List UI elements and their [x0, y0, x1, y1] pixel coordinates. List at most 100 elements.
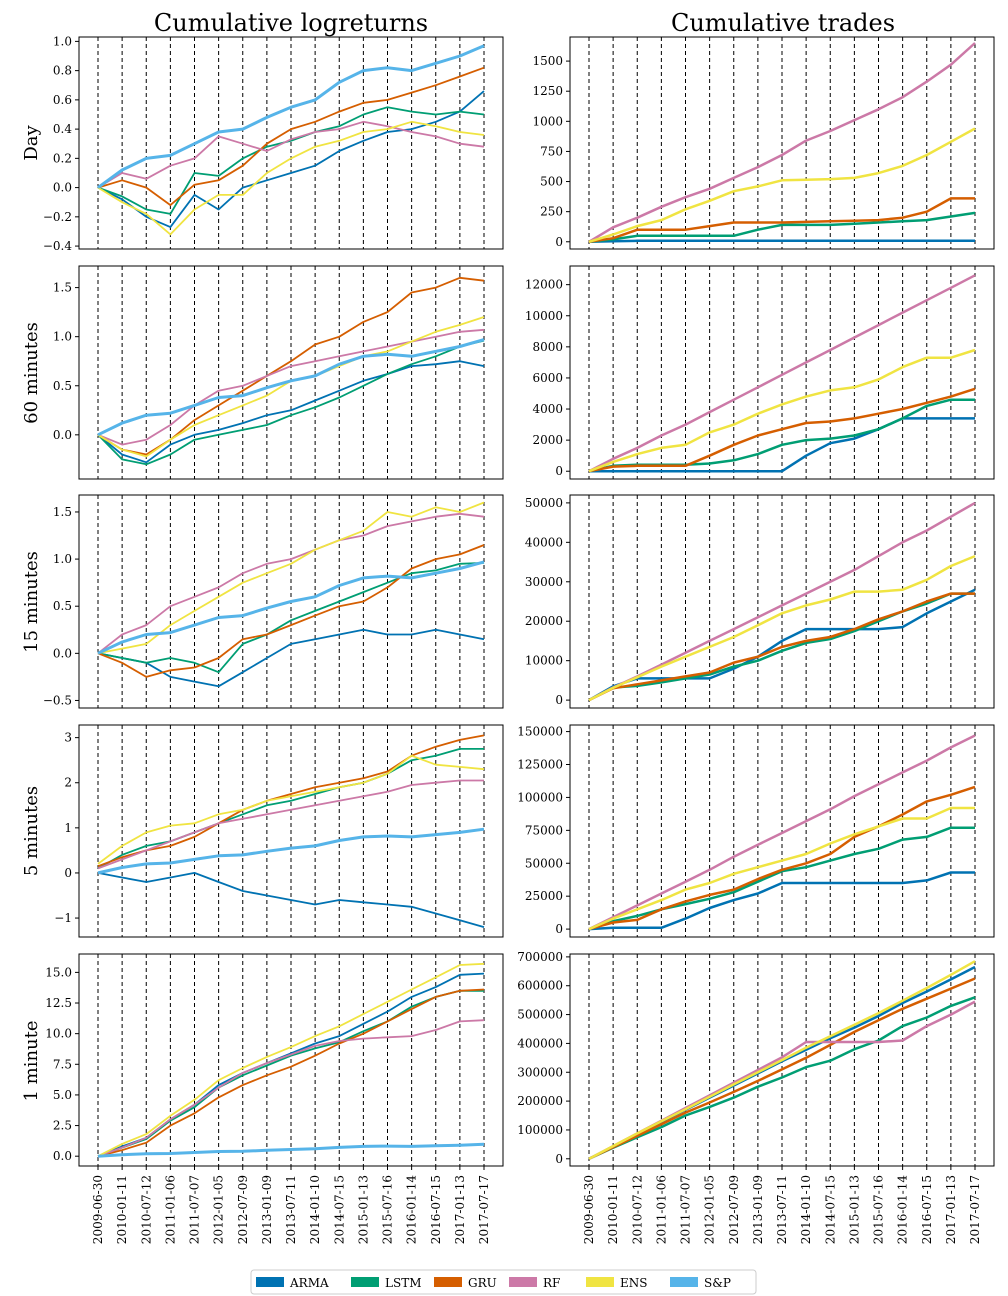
series-rf-line: [97, 779, 484, 870]
xtick-label: 2009-06-30: [91, 1175, 105, 1244]
xtick-label: 2017-07-17: [477, 1175, 491, 1244]
panel-r4-c1: 0 100000 200000 300000 400000 500000 600000 700…: [517, 950, 995, 1244]
ytick-label: 200000: [517, 1094, 563, 1108]
series-rf-line: [588, 734, 976, 931]
xtick-label: 2010-01-11: [606, 1175, 620, 1244]
series-arma-line: [97, 872, 485, 928]
ytick-label: 3: [64, 731, 72, 745]
xtick-label: 2014-07-15: [332, 1175, 346, 1244]
ytick-label: 150000: [517, 725, 563, 739]
ytick-label: 700000: [517, 950, 563, 964]
ytick-label: 8000: [532, 340, 563, 354]
legend-frame: [250, 1269, 757, 1295]
panel-frame: [569, 494, 995, 709]
ytick-label: 300000: [517, 1065, 563, 1079]
ytick-label: 0.4: [53, 122, 72, 136]
xtick-label: 2015-07-16: [872, 1175, 886, 1244]
ytick-label: 1.0: [53, 552, 72, 566]
panel-frame: [569, 265, 995, 480]
legend-label: LSTM: [385, 1276, 421, 1290]
series-gru-line: [97, 734, 485, 868]
ytick-label: 100000: [517, 790, 563, 804]
row-label-60min-text: 60 minutes: [21, 322, 42, 424]
ytick-label: 10000: [525, 654, 563, 668]
series-gru-line: [97, 544, 485, 678]
ytick-label: 400000: [517, 1036, 563, 1050]
xtick-label: 2010-07-12: [139, 1175, 153, 1244]
row-label-15min-text: 15 minutes: [21, 551, 42, 653]
xtick-label: 2014-01-10: [799, 1175, 813, 1244]
xtick-label: 2011-01-06: [654, 1175, 668, 1244]
legend-swatch: [256, 1277, 284, 1287]
series-gru-line: [588, 197, 975, 244]
series-ens-line: [588, 348, 976, 473]
xtick-label: 2015-01-13: [847, 1175, 861, 1244]
ytick-label: 1.0: [53, 34, 72, 48]
series-rf-line: [588, 501, 976, 702]
panel-r1-c0: 0.0 0.5 1.0 1.5: [53, 265, 504, 480]
panel-frame: [569, 724, 995, 938]
series-sp-line: [97, 827, 485, 875]
xtick-label: 2012-01-05: [703, 1175, 717, 1244]
series-lstm-line: [588, 996, 976, 1160]
legend: ARMA LSTM GRU RF ENS S&P: [250, 1269, 757, 1295]
ytick-label: 125000: [517, 758, 563, 772]
legend-label: ARMA: [289, 1276, 329, 1290]
ytick-label: 7.5: [53, 1057, 72, 1071]
panel-frame: [569, 36, 995, 250]
legend-label: GRU: [468, 1276, 497, 1290]
xtick-label: 2013-01-09: [260, 1175, 274, 1244]
ytick-label: 1250: [532, 84, 563, 98]
xtick-label: 2016-07-15: [429, 1175, 443, 1244]
ytick-label: 50000: [525, 496, 563, 510]
legend-swatch: [670, 1277, 698, 1287]
xtick-label: 2017-01-13: [944, 1175, 958, 1244]
xtick-label: 2014-01-10: [308, 1175, 322, 1244]
panel-r3-c0: −1 0 1 2 3: [54, 724, 504, 938]
xtick-label: 2017-01-13: [453, 1175, 467, 1244]
ytick-label: 0: [555, 693, 563, 707]
legend-item-arma: ARMA: [256, 1276, 329, 1290]
ytick-label: 0: [555, 464, 563, 478]
ytick-label: 600000: [517, 979, 563, 993]
series-sp-line: [97, 560, 485, 655]
ytick-label: 75000: [525, 823, 563, 837]
series-rf-line: [588, 274, 976, 473]
panel-frame: [78, 494, 504, 709]
legend-item-gru: GRU: [434, 1276, 497, 1290]
row-label-5min: 5 minutes: [21, 786, 42, 876]
series-lstm-line: [97, 562, 485, 674]
row-label-15min: 15 minutes: [21, 551, 42, 653]
ytick-label: 0.0: [53, 181, 72, 195]
legend-label: ENS: [620, 1276, 647, 1290]
xtick-label: 2017-07-17: [968, 1175, 982, 1244]
legend-item-sp: S&P: [670, 1276, 731, 1290]
series-arma-line: [588, 239, 975, 244]
row-label-5min-text: 5 minutes: [21, 786, 42, 876]
series-arma-line: [588, 588, 976, 702]
series-arma-line: [589, 417, 975, 473]
row-label-1min: 1 minute: [21, 1020, 42, 1101]
row-label-1min-text: 1 minute: [21, 1020, 42, 1101]
xtick-label: 2012-01-05: [212, 1175, 226, 1244]
ytick-label: 6000: [532, 371, 563, 385]
series-rf-line: [588, 42, 976, 243]
ytick-label: 1.5: [53, 505, 72, 519]
series-gru-line: [97, 988, 485, 1158]
xtick-label: 2011-01-06: [163, 1175, 177, 1244]
ytick-label: 2.5: [53, 1119, 72, 1133]
legend-swatch: [351, 1277, 379, 1287]
ytick-label: 25000: [525, 889, 563, 903]
series-sp-line: [97, 44, 485, 189]
xtick-label: 2012-07-09: [236, 1175, 250, 1244]
xtick-label: 2011-07-07: [679, 1175, 693, 1244]
series-gru-line: [588, 387, 976, 473]
ytick-label: 20000: [525, 614, 563, 628]
series-ens-line: [588, 554, 976, 702]
series-rf-line: [97, 1019, 485, 1158]
ytick-label: 500: [540, 175, 563, 189]
xtick-label: 2013-07-11: [284, 1175, 298, 1244]
series-lstm-line: [588, 826, 975, 931]
ytick-label: 0.2: [53, 151, 72, 165]
row-label-day: Day: [21, 125, 42, 161]
